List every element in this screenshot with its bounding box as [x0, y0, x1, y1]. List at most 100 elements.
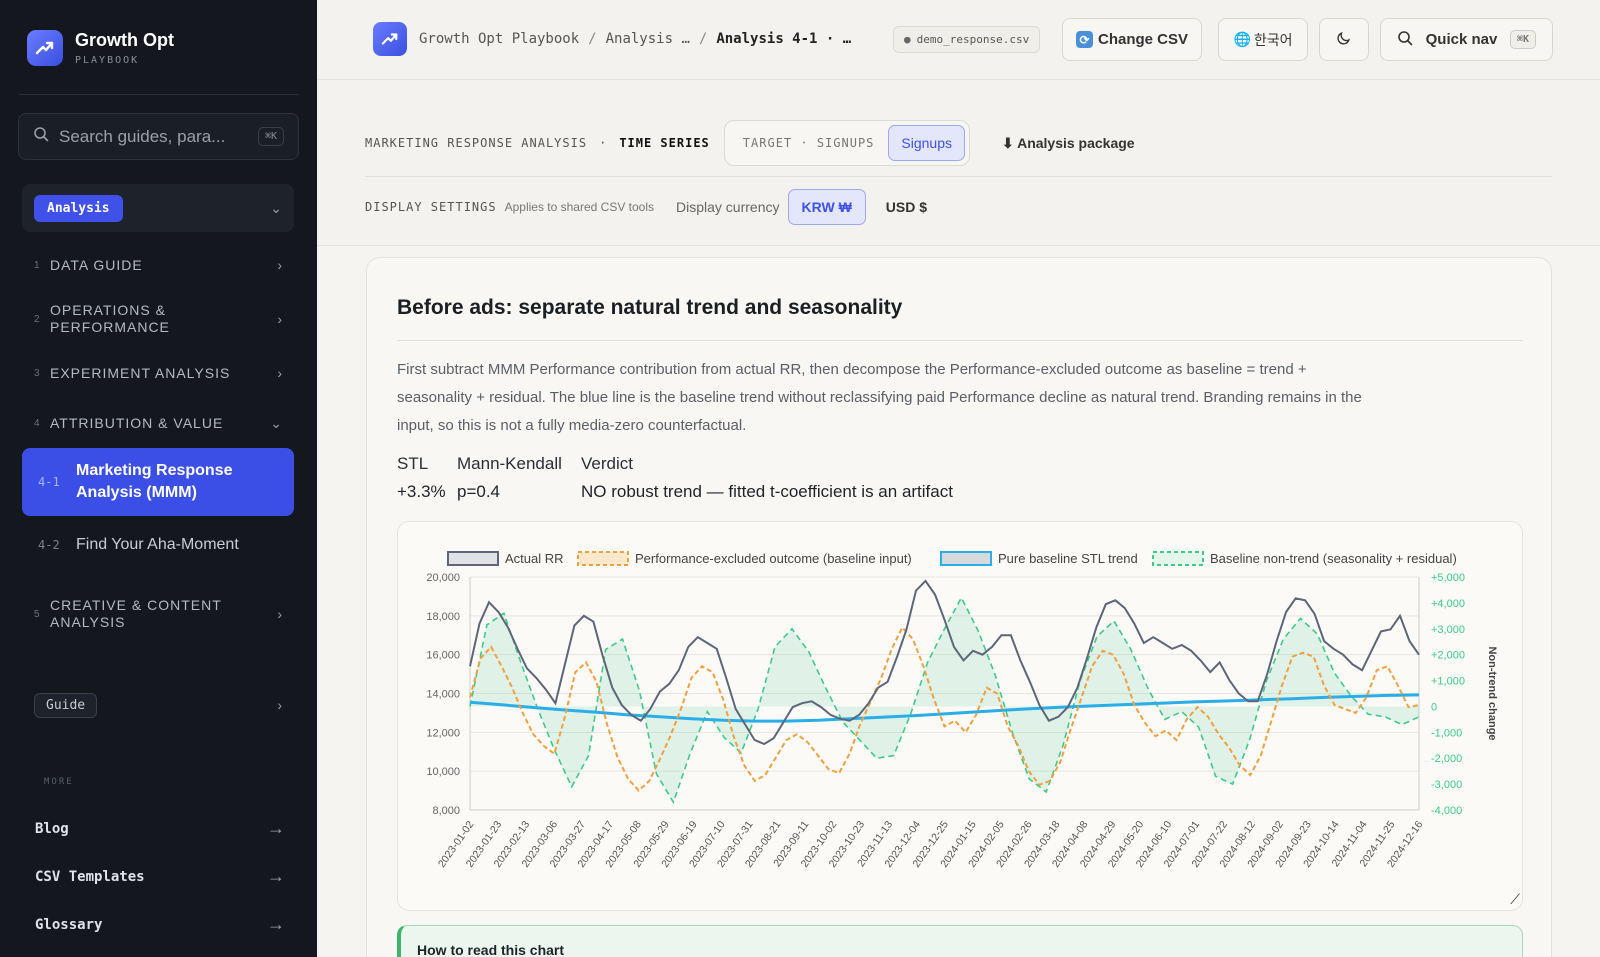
more-heading: MORE — [44, 777, 74, 787]
stats-value-mk: p=0.4 — [457, 482, 501, 501]
nontrend-area — [470, 597, 1419, 803]
sidebar-search[interactable]: Search guides, para... ⌘K — [18, 113, 299, 160]
chevron-right-icon: › — [277, 311, 282, 327]
refresh-icon: ⟳ — [1075, 31, 1093, 48]
y2-tick-label: -1,000 — [1431, 727, 1462, 739]
brand[interactable]: Growth Opt PLAYBOOK — [27, 30, 174, 66]
trend-up-icon — [27, 30, 63, 66]
topbar: Growth Opt Playbook / Analysis … / Analy… — [317, 0, 1600, 80]
display-settings-caption: DISPLAY SETTINGS — [365, 200, 497, 214]
mode-caption: TIME SERIES — [619, 136, 710, 150]
subitem-label: Marketing Response Analysis (MMM) — [76, 462, 233, 501]
analysis-card: Before ads: separate natural trend and s… — [366, 257, 1552, 957]
change-csv-button[interactable]: ⟳ Change CSV — [1062, 18, 1202, 61]
y2-tick-label: +4,000 — [1431, 598, 1465, 610]
nav-number: 1 — [34, 259, 40, 271]
chart-container: 8,000 10,000 12,000 14,000 16,000 18,000 20,00… — [397, 521, 1523, 911]
breadcrumb-separator: / — [698, 31, 708, 47]
currency-krw-button[interactable]: KRW ₩ — [787, 189, 866, 225]
y2-axis-title: Non-trend change — [1486, 646, 1498, 740]
link-label: Glossary — [35, 916, 103, 933]
section-caption: MARKETING RESPONSE ANALYSIS — [365, 136, 588, 150]
sidebar-item-attribution[interactable]: 4 ATTRIBUTION & VALUE ⌄ — [22, 412, 294, 434]
legend-swatch — [447, 551, 499, 566]
analysis-package-button[interactable]: ⬇ Analysis package — [1001, 134, 1135, 151]
card-title: Before ads: separate natural trend and s… — [397, 296, 903, 319]
y-tick-label: 14,000 — [426, 689, 460, 701]
caption-separator: · — [599, 136, 608, 150]
y2-tick-label: +5,000 — [1431, 572, 1465, 584]
y2-tick-label: -2,000 — [1431, 753, 1462, 765]
sidebar-subitem-mmm[interactable]: 4-1 Marketing Response Analysis (MMM) — [22, 448, 294, 516]
sidebar-item-creative[interactable]: 5 CREATIVE & CONTENT ANALYSIS › — [22, 595, 294, 633]
trend-up-icon[interactable] — [373, 22, 407, 56]
chevron-right-icon: › — [277, 365, 282, 381]
subitem-number: 4-2 — [38, 538, 60, 552]
y-tick-label: 12,000 — [426, 727, 460, 739]
dot-icon: ● — [904, 33, 911, 46]
theme-toggle-button[interactable] — [1319, 18, 1369, 61]
y-tick-label: 8,000 — [432, 805, 460, 817]
nav-label: ATTRIBUTION & VALUE — [50, 414, 224, 431]
y2-tick-label: -4,000 — [1431, 805, 1462, 817]
subitem-number: 4-1 — [38, 475, 60, 489]
currency-usd-button[interactable]: USD $ — [885, 199, 928, 215]
legend-swatch — [940, 551, 992, 566]
brand-name: Growth Opt — [75, 30, 174, 50]
mode-row: MARKETING RESPONSE ANALYSIS · TIME SERIE… — [365, 120, 1135, 166]
nav-number: 4 — [34, 417, 40, 429]
nav-label: DATA GUIDE — [50, 256, 143, 273]
y2-tick-label: +3,000 — [1431, 624, 1465, 636]
legend-swatch — [1152, 551, 1204, 566]
change-csv-label: Change CSV — [1097, 31, 1188, 48]
y-tick-label: 16,000 — [426, 650, 460, 662]
sidebar-divider — [18, 94, 299, 95]
card-divider — [397, 340, 1523, 341]
legend-label: Baseline non-trend (seasonality + residu… — [1210, 551, 1457, 566]
nav-number: 3 — [34, 367, 40, 379]
trend-decomposition-chart: 8,000 10,000 12,000 14,000 16,000 18,000 20,00… — [426, 551, 1498, 870]
breadcrumb-home[interactable]: Growth Opt Playbook — [419, 31, 580, 47]
target-selector: TARGET · SIGNUPS Signups — [723, 120, 970, 166]
section-select[interactable]: Analysis ⌄ — [22, 184, 294, 232]
sidebar-item-experiment[interactable]: 3 EXPERIMENT ANALYSIS › — [22, 362, 294, 384]
subitem-label: Find Your Aha-Moment — [76, 536, 239, 553]
language-button[interactable]: 🌐 한국어 — [1218, 18, 1308, 61]
search-shortcut: ⌘K — [257, 127, 284, 146]
arrow-right-icon: → — [267, 914, 285, 934]
sidebar-item-data-guide[interactable]: 1 DATA GUIDE › — [22, 254, 294, 276]
y-tick-label: 18,000 — [426, 611, 460, 623]
breadcrumb-analysis[interactable]: Analysis … — [605, 31, 690, 47]
controls-divider — [365, 176, 1552, 177]
stats-value-stl: +3.3% — [397, 482, 446, 501]
brand-subtitle: PLAYBOOK — [75, 55, 140, 66]
resize-handle-icon[interactable]: ⟋ — [1510, 891, 1520, 907]
link-blog[interactable]: Blog → — [35, 818, 285, 839]
nav-label: CREATIVE & CONTENT ANALYSIS — [50, 597, 222, 630]
link-glossary[interactable]: Glossary → — [35, 914, 285, 935]
sidebar-guide[interactable]: Guide › — [22, 692, 294, 718]
display-settings-row: DISPLAY SETTINGS Applies to shared CSV t… — [365, 189, 927, 225]
analysis-controls: MARKETING RESPONSE ANALYSIS · TIME SERIE… — [317, 80, 1600, 246]
file-name: demo_response.csv — [916, 33, 1030, 46]
trend-stats: STL Mann-Kendall Verdict +3.3% p=0.4 NO … — [397, 454, 981, 502]
link-csv-templates[interactable]: CSV Templates → — [35, 866, 285, 887]
series-excluded-line — [469, 625, 1420, 793]
quick-nav-button[interactable]: Quick nav ⌘K — [1380, 18, 1553, 61]
sidebar-item-operations[interactable]: 2 OPERATIONS & PERFORMANCE › — [22, 300, 294, 338]
chevron-right-icon: › — [277, 606, 282, 622]
search-input[interactable]: Search guides, para... — [59, 126, 226, 146]
y-tick-label: 10,000 — [426, 766, 460, 778]
section-select-value: Analysis — [34, 194, 123, 222]
y2-tick-label: 0 — [1431, 701, 1437, 713]
chevron-right-icon: › — [277, 697, 282, 713]
nav-label: EXPERIMENT ANALYSIS — [50, 364, 231, 381]
breadcrumb: Growth Opt Playbook / Analysis … / Analy… — [373, 22, 851, 56]
sidebar-subitem-aha[interactable]: 4-2 Find Your Aha-Moment — [22, 530, 294, 560]
target-signups-button[interactable]: Signups — [888, 125, 965, 161]
how-to-read-title: How to read this chart — [417, 942, 565, 957]
chevron-down-icon: ⌄ — [270, 199, 282, 216]
stats-header-mk: Mann-Kendall — [457, 454, 562, 473]
y2-tick-label: +1,000 — [1431, 676, 1465, 688]
quick-nav-label: Quick nav — [1425, 31, 1498, 48]
